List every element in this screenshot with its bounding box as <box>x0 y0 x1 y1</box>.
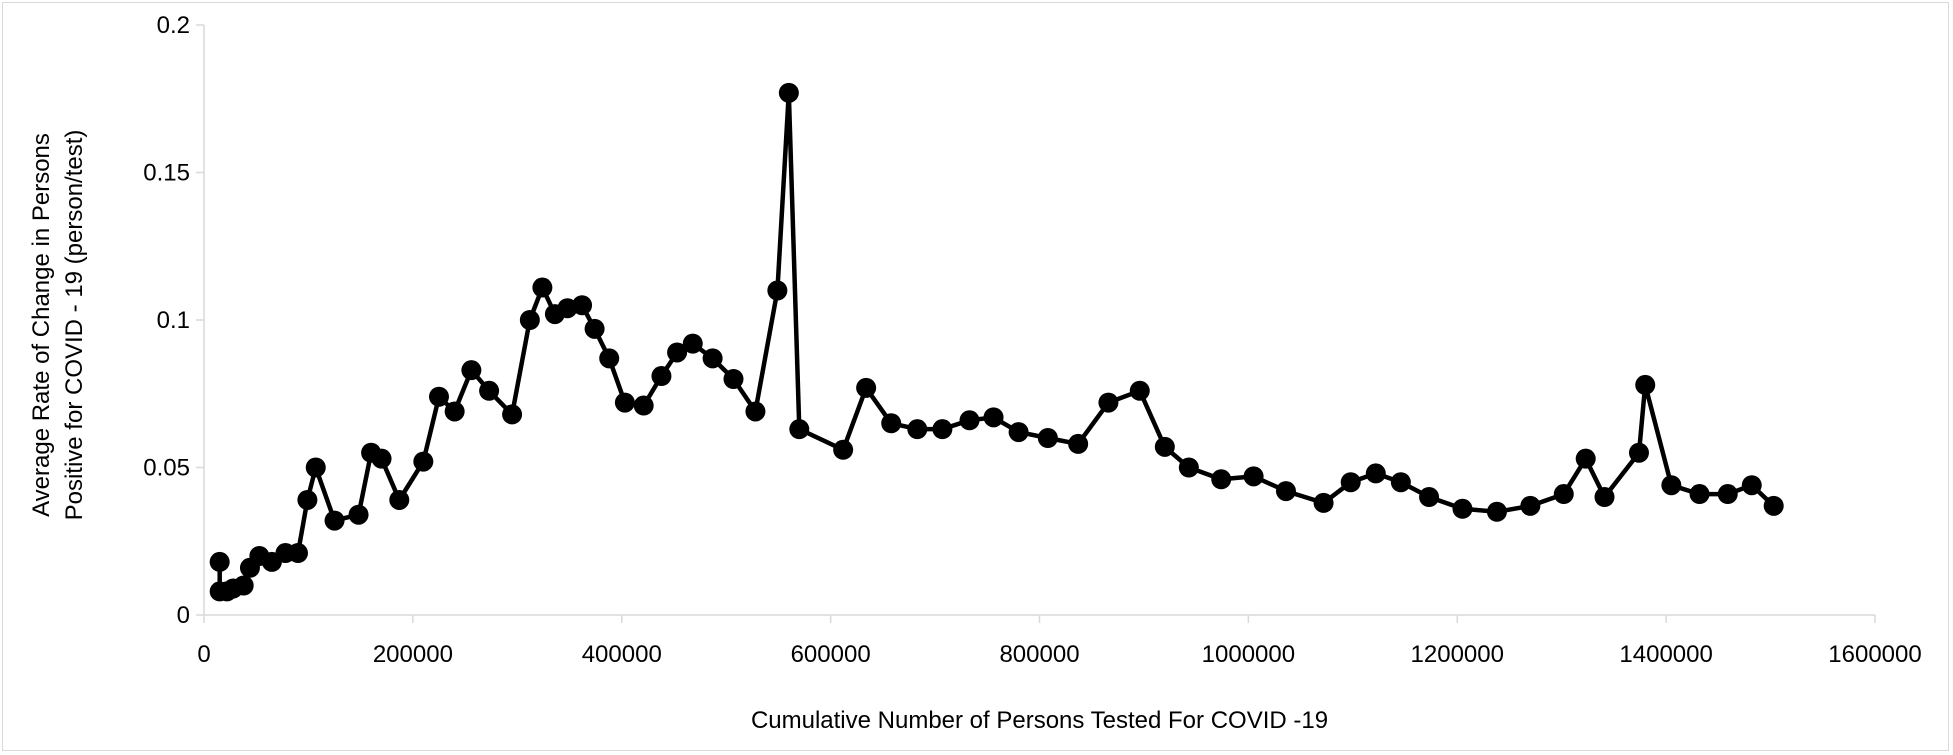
data-point <box>682 333 703 354</box>
data-point <box>856 377 877 398</box>
y-tick-label: 0.15 <box>143 160 190 187</box>
data-point <box>1741 475 1762 496</box>
data-point <box>1635 374 1656 395</box>
data-point <box>833 439 854 460</box>
data-point <box>461 360 482 381</box>
data-point <box>1717 484 1738 505</box>
data-point <box>1313 492 1334 513</box>
data-point <box>1553 484 1574 505</box>
data-point <box>932 419 953 440</box>
y-tick-label: 0 <box>177 602 190 629</box>
data-point <box>1575 448 1596 469</box>
data-point <box>959 410 980 431</box>
x-tick-label: 0 <box>197 641 210 668</box>
data-point <box>389 489 410 510</box>
data-point <box>1365 463 1386 484</box>
data-point <box>667 342 688 363</box>
data-point <box>1390 472 1411 493</box>
data-point <box>1211 469 1232 490</box>
data-point <box>633 395 654 416</box>
data-point <box>305 457 326 478</box>
data-point <box>1594 487 1615 507</box>
data-point <box>233 575 254 596</box>
data-point <box>1098 392 1119 413</box>
data-point <box>983 407 1004 428</box>
data-point <box>745 401 766 422</box>
data-point <box>1008 422 1029 443</box>
data-point <box>444 401 465 422</box>
x-tick-label: 1200000 <box>1411 641 1504 668</box>
data-point <box>1037 428 1058 448</box>
data-point <box>1129 380 1150 401</box>
data-point <box>1520 495 1541 516</box>
data-point <box>209 551 230 572</box>
data-point <box>479 380 500 401</box>
data-point <box>413 451 434 472</box>
data-point <box>584 318 605 339</box>
data-point <box>778 82 799 103</box>
x-tick-label: 1600000 <box>1828 641 1921 668</box>
y-axis-title-line-1: Average Rate of Change in Persons <box>28 133 55 517</box>
data-point <box>1340 472 1361 493</box>
data-point <box>614 392 635 413</box>
data-point <box>1275 481 1296 502</box>
data-point <box>297 489 318 510</box>
data-point <box>789 419 810 440</box>
data-point <box>519 310 540 330</box>
data-point <box>1419 487 1440 507</box>
data-point <box>1661 475 1682 496</box>
data-point <box>348 504 369 525</box>
data-point <box>287 543 308 564</box>
data-point <box>502 404 523 425</box>
data-point <box>723 369 744 389</box>
data-point <box>599 348 620 369</box>
data-point <box>532 277 553 298</box>
x-tick-label: 400000 <box>582 641 662 668</box>
x-tick-label: 200000 <box>373 641 453 668</box>
data-point <box>428 386 449 407</box>
tick-labels: 0 0.05 0.1 0.15 0.2 0 200000 400000 600000 800000… <box>143 12 1921 668</box>
y-tick-label: 0.2 <box>157 12 190 39</box>
x-tick-label: 1000000 <box>1202 641 1295 668</box>
data-point <box>1154 436 1175 457</box>
data-series <box>209 82 1784 602</box>
data-point <box>1628 442 1649 463</box>
data-point <box>371 448 392 469</box>
data-point <box>907 419 928 440</box>
data-point <box>1178 457 1199 478</box>
x-tick-label: 800000 <box>999 641 1079 668</box>
data-point <box>702 348 723 369</box>
y-axis-title-line-2: Positive for COVID - 19 (person/test) <box>61 130 88 521</box>
data-point <box>1068 433 1089 454</box>
data-point <box>324 510 345 531</box>
axes <box>196 24 1876 623</box>
x-tick-label: 1400000 <box>1619 641 1712 668</box>
x-tick-label: 600000 <box>791 641 871 668</box>
y-tick-label: 0.1 <box>157 307 190 334</box>
data-point <box>1689 484 1710 505</box>
data-point <box>1763 495 1784 516</box>
data-point <box>572 295 593 316</box>
data-point <box>767 280 788 301</box>
series-line <box>217 90 1776 594</box>
data-point <box>1452 498 1473 519</box>
y-tick-label: 0.05 <box>143 455 190 482</box>
data-point <box>1486 501 1507 522</box>
data-point <box>1243 466 1264 487</box>
data-point <box>881 413 902 434</box>
x-axis-title: Cumulative Number of Persons Tested For … <box>751 707 1328 734</box>
data-point <box>651 366 672 387</box>
